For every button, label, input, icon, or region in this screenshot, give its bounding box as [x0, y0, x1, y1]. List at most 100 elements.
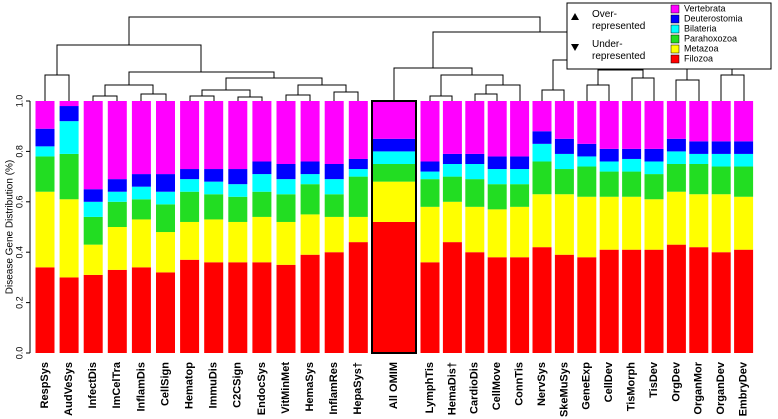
bar-segment: [420, 171, 440, 180]
y-tick-label: 0.8: [14, 145, 24, 158]
bar-segment: [644, 148, 664, 162]
x-tick-label: CardioDis: [469, 362, 481, 414]
bar-segment: [83, 189, 103, 202]
bar-segment: [666, 138, 686, 152]
x-tick-label: LymphTis: [424, 362, 436, 413]
bar-segment: [252, 262, 272, 353]
bar-segment: [465, 179, 485, 207]
bar-segment: [689, 247, 709, 353]
bar-segment: [252, 216, 272, 263]
bar-segment: [35, 146, 55, 157]
bar-segment: [487, 101, 507, 157]
bar-segment: [644, 174, 664, 200]
bar-segment: [372, 101, 416, 139]
bar-segment: [622, 158, 642, 172]
bar-segment: [348, 176, 368, 217]
bar-segment: [487, 169, 507, 185]
bar-segment: [465, 153, 485, 164]
bar-segment: [554, 194, 574, 255]
bar-segment: [252, 101, 272, 162]
legend-up-symbol: [571, 13, 579, 20]
x-tick-label: HemaDis†: [446, 362, 458, 415]
bar-segment: [420, 262, 440, 353]
bar-segment: [180, 169, 200, 180]
bar-segment: [420, 179, 440, 207]
bar-segment: [487, 184, 507, 210]
bar-segment: [228, 262, 248, 353]
bar-segment: [372, 221, 416, 353]
bar-segment: [83, 216, 103, 245]
bar-segment: [734, 153, 754, 167]
bar-segment: [300, 214, 320, 255]
bar-segment: [510, 101, 530, 157]
x-tick-label: InfectDis: [87, 362, 99, 408]
bar-segment: [180, 179, 200, 192]
bar-segment: [442, 153, 462, 164]
bar-segment: [711, 252, 731, 353]
bar-segment: [156, 174, 175, 192]
bar-segment: [131, 186, 151, 200]
bar-segment: [711, 166, 731, 195]
bar-segment: [577, 156, 597, 167]
bar-segment: [599, 148, 619, 162]
bar-segment: [532, 101, 552, 132]
bar-segment: [276, 221, 296, 265]
bar-segment: [35, 267, 55, 353]
bar-segment: [59, 106, 79, 122]
legend-down-symbol: [571, 44, 579, 51]
bar-segment: [442, 242, 462, 353]
bar-segment: [228, 184, 248, 197]
bar-segment: [420, 101, 440, 162]
bar-segment: [711, 101, 731, 142]
x-tick-label: InflamDis: [135, 362, 147, 412]
bar-segment: [348, 101, 368, 159]
bar-segment: [711, 194, 731, 253]
bar-segment: [666, 151, 686, 164]
x-tick-label: RespSys: [39, 362, 51, 408]
y-tick-label: 0.0: [14, 347, 24, 360]
bar-segment: [252, 174, 272, 192]
bar-segment: [59, 153, 79, 200]
x-tick-label: ConnTis: [514, 362, 526, 406]
x-tick-label: HepaSys†: [352, 362, 364, 415]
bar-segment: [554, 169, 574, 195]
bar-segment: [689, 153, 709, 164]
bar-segment: [35, 101, 55, 129]
bar-segment: [599, 161, 619, 172]
bar-segment: [83, 101, 103, 190]
bar-segment: [734, 196, 754, 250]
bar-segment: [107, 191, 127, 202]
x-tick-label: OrganDev: [715, 361, 727, 414]
bar-segment: [689, 101, 709, 142]
bar-segment: [510, 156, 530, 170]
x-tick-label: ImCelTra: [111, 361, 123, 408]
bar-segment: [532, 194, 552, 248]
y-tick-label: 0.2: [14, 296, 24, 309]
bar-segment: [689, 141, 709, 154]
bar-segment: [131, 267, 151, 353]
x-tick-label: ImmuDis: [208, 362, 220, 408]
bar-segment: [734, 101, 754, 142]
bar-segment: [487, 209, 507, 258]
bar-segment: [83, 244, 103, 275]
bar-segment: [372, 181, 416, 222]
bar-segment: [554, 254, 574, 353]
x-tick-label: SkeMuSys: [558, 362, 570, 417]
bar-segment: [204, 169, 224, 182]
bar-segment: [228, 196, 248, 222]
bar-segment: [666, 101, 686, 139]
x-tick-label: C2CSign: [232, 362, 244, 408]
bar-segment: [577, 101, 597, 144]
legend-symbol-label: Under-represented: [592, 39, 646, 62]
y-tick-label: 0.6: [14, 196, 24, 209]
bar-segment: [666, 191, 686, 245]
bar-segment: [131, 219, 151, 268]
bar-segment: [577, 257, 597, 353]
bar-segment: [300, 101, 320, 162]
bar-segment: [348, 158, 368, 170]
bar-segment: [372, 164, 416, 182]
bar-segment: [666, 164, 686, 192]
bar-segment: [324, 164, 344, 180]
bar-segment: [622, 101, 642, 149]
